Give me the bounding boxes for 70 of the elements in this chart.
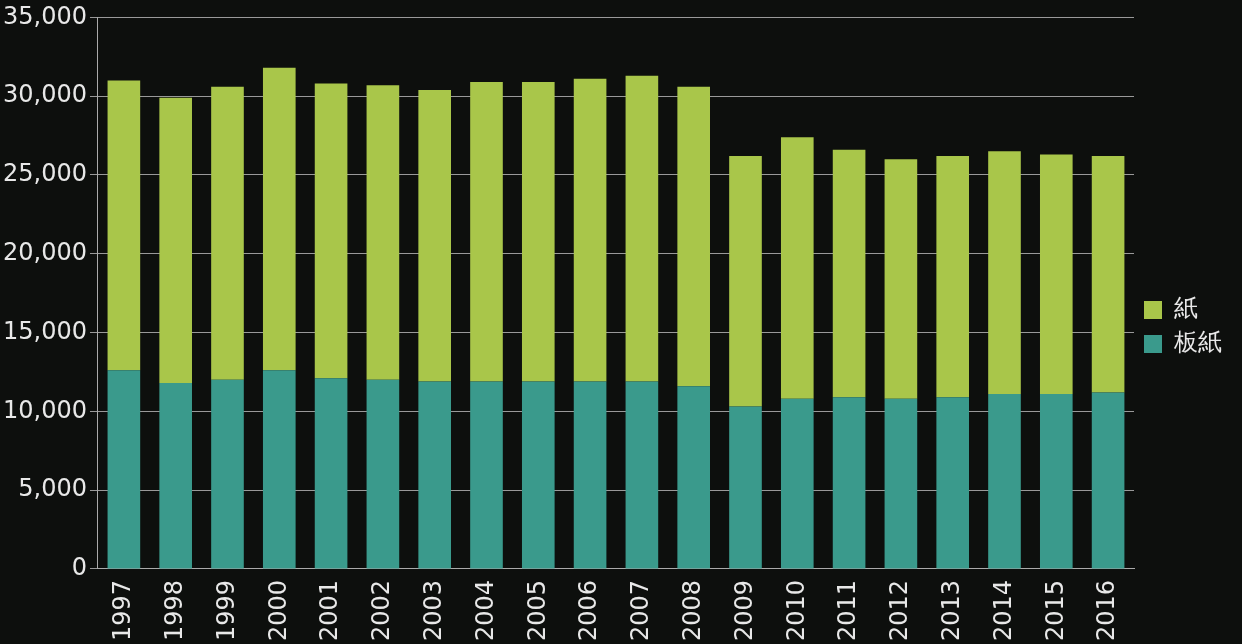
bar [884, 398, 918, 569]
x-tick-label: 2016 [1092, 579, 1121, 641]
bar [573, 78, 607, 382]
x-tick-label: 2001 [315, 579, 344, 641]
bar [832, 397, 866, 569]
bar [521, 381, 555, 569]
x-tick-label: 2015 [1040, 579, 1069, 641]
x-tick-label: 1997 [108, 579, 137, 641]
bar [625, 75, 659, 382]
bar [988, 151, 1021, 395]
bar [211, 86, 244, 380]
bar [1091, 392, 1125, 569]
bar [107, 80, 141, 371]
y-tick-label: 25,000 [2, 159, 87, 188]
bar [262, 67, 296, 371]
x-tick-label: 2010 [781, 579, 810, 641]
x-tick-label: 2006 [574, 579, 603, 641]
x-tick-label: 1998 [159, 579, 188, 641]
x-tick-label: 2007 [626, 579, 655, 641]
y-tick-label: 35,000 [2, 1, 87, 30]
bar [936, 397, 970, 569]
y-tick-label: 20,000 [2, 238, 87, 266]
x-tick-label: 1999 [211, 579, 240, 641]
x-tick-label: 2009 [729, 579, 758, 641]
bar [729, 406, 762, 569]
bar [936, 156, 970, 398]
bar [211, 379, 244, 569]
x-tick-label: 2012 [885, 579, 914, 641]
bar [729, 156, 762, 407]
y-tick-label: 15,000 [2, 316, 87, 345]
bar [573, 381, 607, 569]
bar [832, 149, 866, 398]
y-tick-label: 0 [71, 553, 87, 582]
bar [159, 382, 192, 569]
x-tick-label: 2003 [418, 579, 447, 641]
y-tick-label: 5,000 [18, 474, 87, 503]
bar [107, 370, 141, 569]
bar [314, 378, 348, 569]
bar [470, 381, 503, 569]
bar [159, 97, 192, 383]
bar [625, 381, 659, 569]
bar [418, 89, 451, 382]
bar [677, 386, 711, 569]
x-tick-label: 2011 [833, 579, 862, 641]
bar [366, 85, 400, 380]
legend-label: 紙 [1174, 294, 1198, 323]
y-tick-label: 10,000 [2, 395, 87, 424]
bar [780, 398, 814, 569]
bar [262, 370, 296, 569]
bar [1091, 156, 1125, 393]
bar [470, 82, 503, 382]
y-tick-label: 30,000 [2, 80, 87, 109]
bar [1039, 394, 1073, 569]
x-tick-label: 2014 [988, 579, 1017, 641]
bar [677, 86, 711, 387]
x-tick-label: 2004 [470, 579, 499, 641]
x-tick-label: 2008 [677, 579, 706, 641]
bar [1039, 154, 1073, 395]
x-tick-label: 2005 [522, 579, 551, 641]
x-tick-label: 2002 [367, 579, 396, 641]
bar [884, 159, 918, 399]
x-tick-label: 2000 [263, 579, 292, 641]
x-tick-label: 2013 [936, 579, 965, 641]
legend-label: 板紙 [1173, 328, 1222, 357]
bar [366, 379, 400, 569]
bar [314, 83, 348, 379]
bar [988, 394, 1021, 569]
bar [418, 381, 451, 569]
bar [521, 82, 555, 382]
bar [780, 137, 814, 399]
